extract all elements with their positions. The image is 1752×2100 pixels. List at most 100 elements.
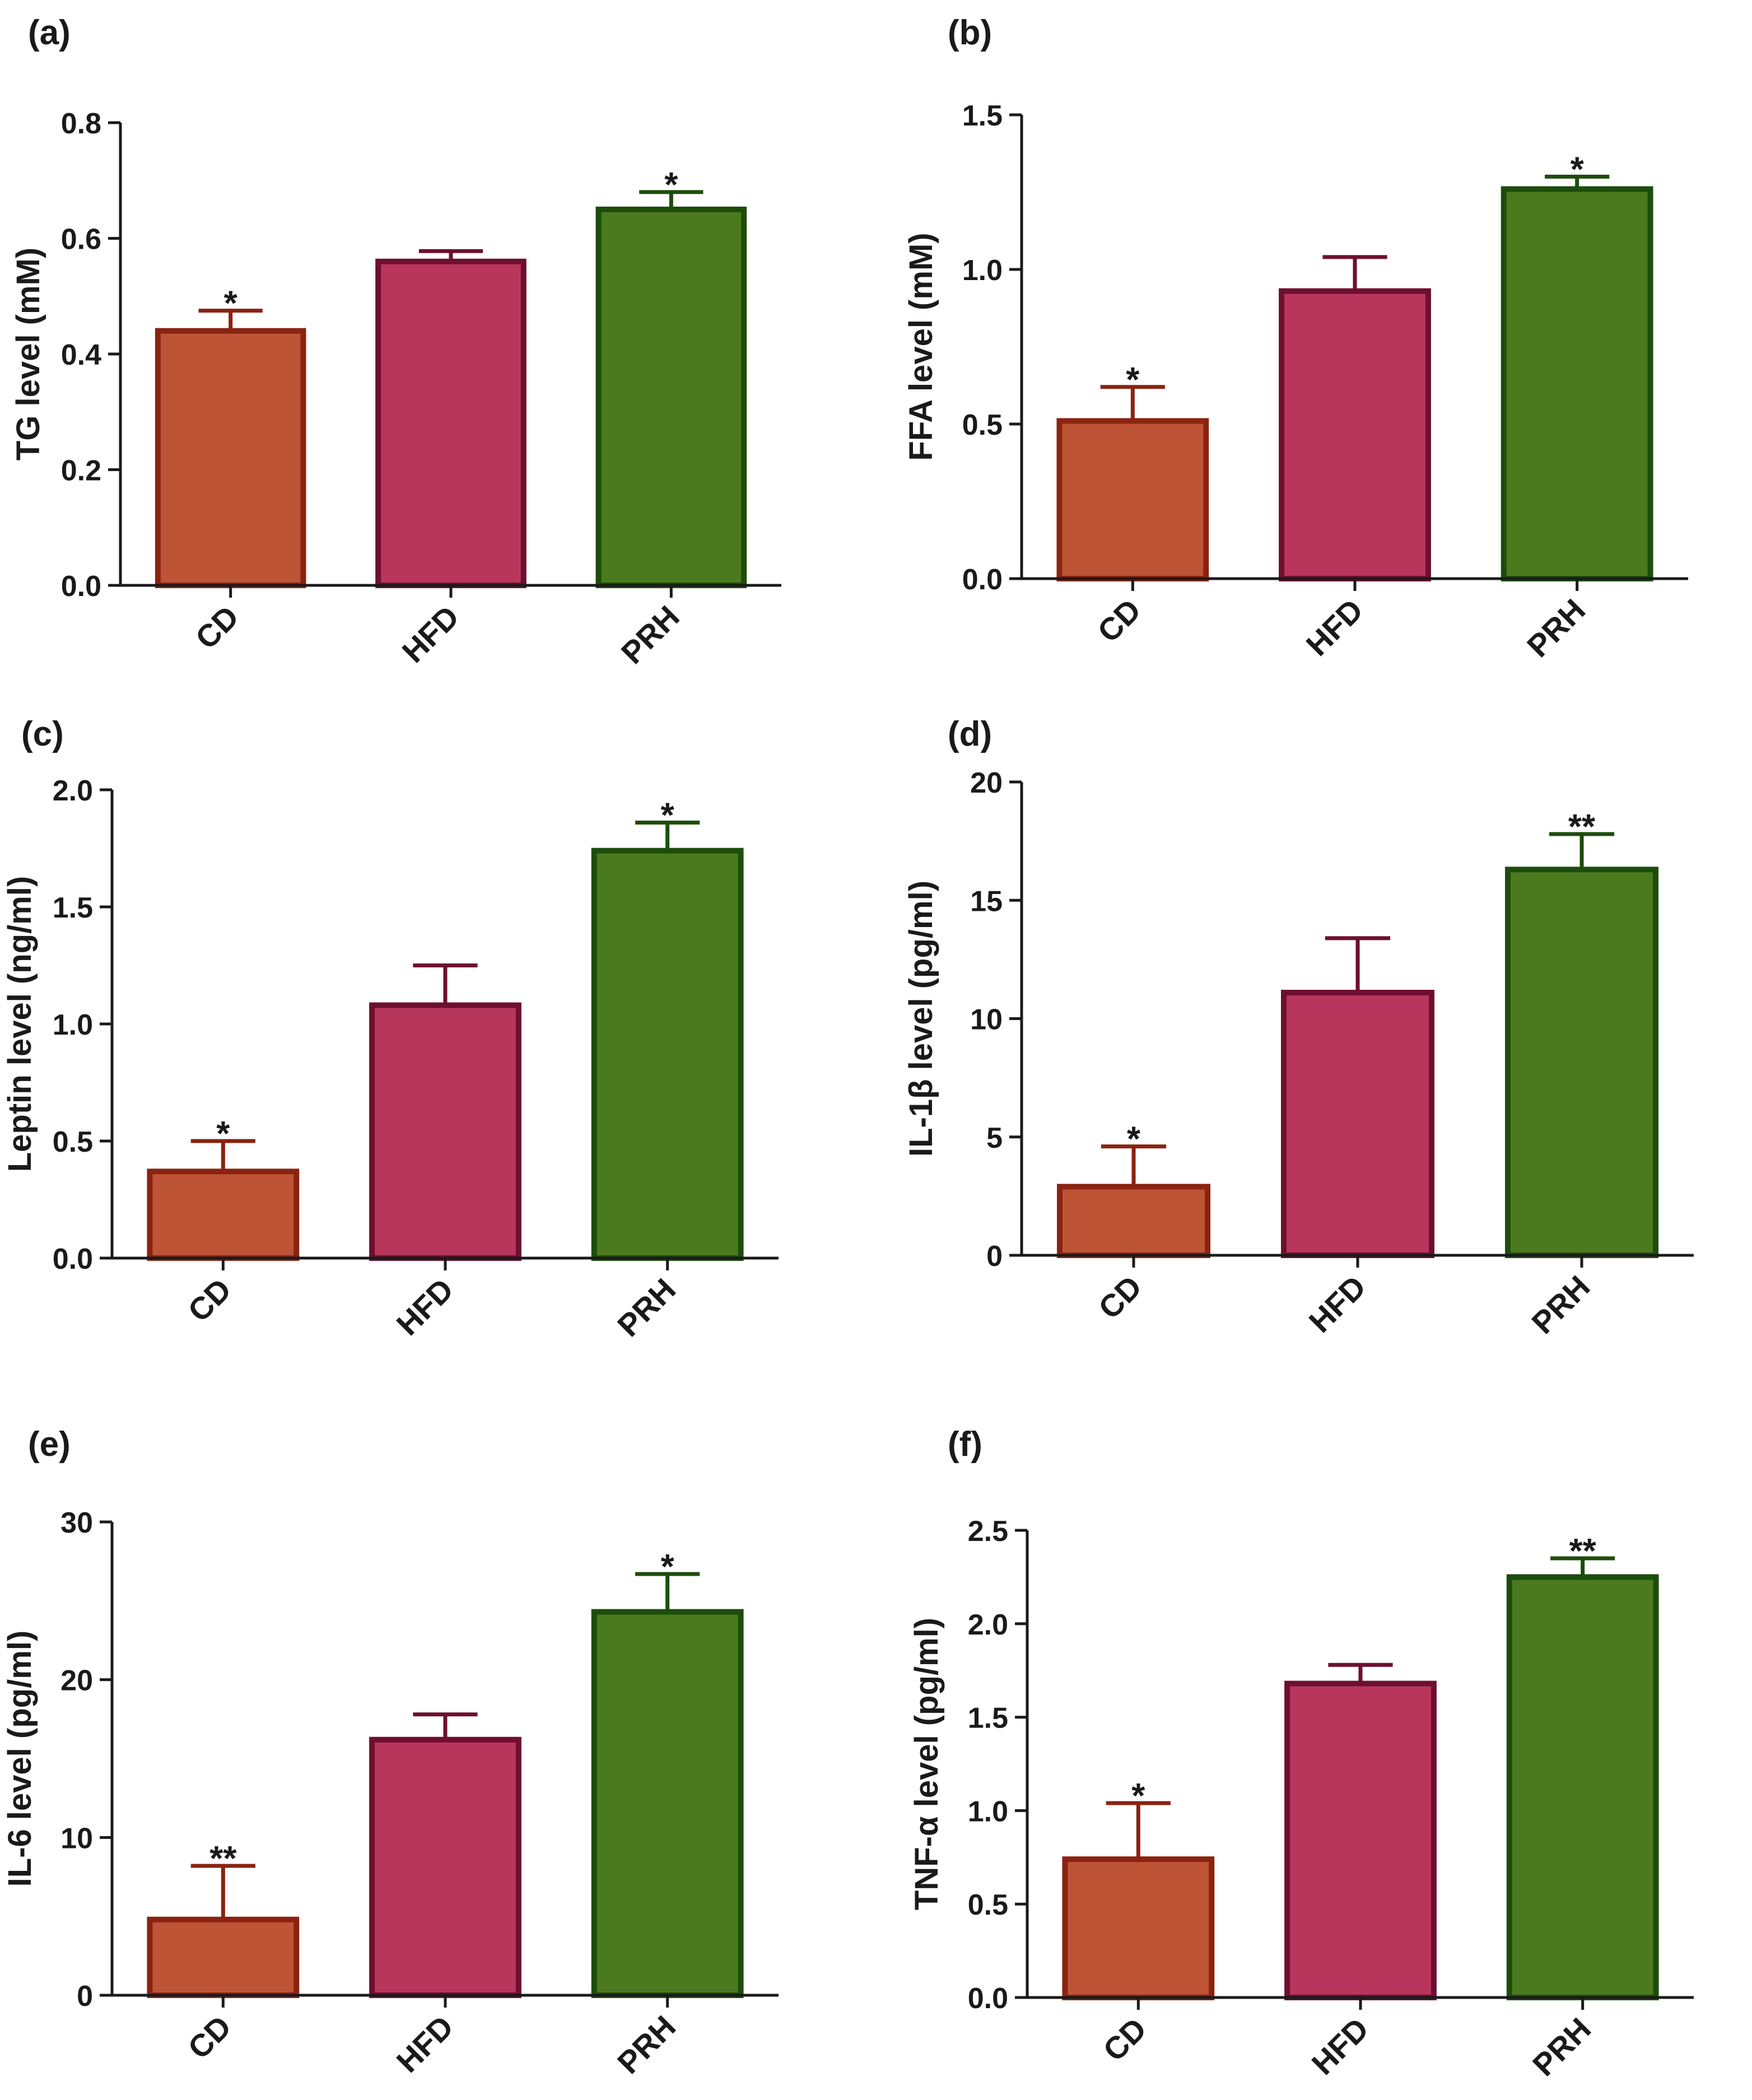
bar-prh — [591, 1609, 744, 1998]
significance-marker: ** — [209, 1840, 237, 1878]
x-tick-label: HFD — [395, 599, 466, 669]
bar-cd — [1057, 1184, 1210, 1258]
x-tick-label: PRH — [611, 1272, 682, 1343]
y-axis-label: TG level (mM) — [10, 248, 46, 460]
significance-marker: * — [664, 166, 678, 204]
bar-hfd — [375, 258, 526, 588]
x-tick-label: HFD — [1305, 2011, 1376, 2082]
y-tick-label: 15 — [970, 885, 1003, 918]
significance-marker: * — [1571, 150, 1585, 189]
chart-panel-e: (e) ** CD HFD * PRH 0 10 20 30 IL-6 level (pg/ml) — [0, 1400, 876, 2100]
panel-label: (a) — [28, 13, 71, 52]
x-tick-label: CD — [1096, 2011, 1153, 2068]
x-tick-label: HFD — [1302, 1269, 1373, 1339]
bar-chart-svg: * CD HFD * PRH 0.0 0.5 1.0 1.5 FFA level (mM) — [903, 100, 1688, 664]
y-tick-label: 0 — [986, 1240, 1003, 1273]
y-tick-label: 1.5 — [53, 892, 93, 924]
significance-marker: * — [661, 1548, 675, 1586]
y-axis-label: FFA level (mM) — [903, 232, 939, 460]
bar-chart-svg: * CD HFD * PRH 0.0 0.2 0.4 0.6 0.8 TG level (mM) — [10, 108, 781, 670]
x-tick-label: HFD — [390, 2009, 460, 2079]
y-tick-label: 10 — [970, 1004, 1003, 1036]
x-tick-label: PRH — [1525, 1269, 1596, 1340]
y-tick-label: 30 — [60, 1507, 93, 1539]
bar-cd — [155, 328, 306, 588]
y-tick-label: 0.5 — [53, 1126, 93, 1158]
bar-prh — [591, 848, 744, 1261]
y-tick-label: 10 — [60, 1822, 93, 1855]
bar-cd — [147, 1916, 300, 1998]
y-axis-label: IL-6 level (pg/ml) — [2, 1631, 38, 1887]
significance-marker: * — [216, 1115, 230, 1153]
x-tick-label: PRH — [1520, 592, 1592, 664]
panel-label: (e) — [28, 1425, 71, 1464]
y-axis-label: TNF-α level (pg/ml) — [908, 1618, 945, 1910]
chart-panel-b: (b) * CD HFD * PRH 0.0 0.5 1.0 1.5 FFA level (mM) — [876, 0, 1752, 700]
y-tick-label: 1.0 — [53, 1009, 93, 1041]
bar-hfd — [369, 1736, 521, 1998]
bar-chart-svg: * CD HFD * PRH 0.0 0.5 1.0 1.5 2.0 Leptin level (n… — [2, 775, 779, 1343]
y-tick-label: 0.8 — [61, 108, 101, 140]
y-tick-label: 20 — [970, 767, 1003, 799]
bar-chart-svg: * CD HFD ** PRH 0 5 10 15 20 IL-1β level (pg/ml) — [903, 767, 1694, 1340]
y-tick-label: 1.0 — [962, 254, 1003, 287]
chart-panel-f: (f) * CD HFD ** PRH 0.0 0.5 1.0 1.5 2.0 2.5 TNF-α l… — [876, 1400, 1752, 2100]
x-tick-label: PRH — [614, 599, 686, 670]
y-tick-label: 0.0 — [968, 1982, 1008, 2015]
significance-marker: * — [1126, 361, 1140, 399]
y-tick-label: 5 — [986, 1122, 1003, 1154]
bar-hfd — [369, 1002, 521, 1261]
bar-cd — [1056, 418, 1209, 581]
y-axis-label: Leptin level (ng/ml) — [2, 876, 38, 1172]
y-tick-label: 0.0 — [962, 564, 1003, 596]
panel-label: (f) — [948, 1425, 982, 1464]
y-tick-label: 2.0 — [53, 775, 93, 807]
panel-label: (c) — [21, 715, 64, 753]
chart-panel-a: (a) * CD HFD * PRH 0.0 0.2 0.4 0.6 0.8 TG level (m… — [0, 0, 876, 700]
x-tick-label: PRH — [1526, 2011, 1597, 2083]
chart-panel-d: (d) * CD HFD ** PRH 0 5 10 15 20 IL-1β level (pg/m… — [876, 700, 1752, 1400]
y-tick-label: 2.0 — [968, 1609, 1008, 1641]
y-tick-label: 0 — [77, 1980, 93, 2013]
x-tick-label: CD — [1092, 1269, 1149, 1326]
y-tick-label: 1.5 — [968, 1702, 1008, 1735]
bar-hfd — [1281, 990, 1434, 1259]
y-axis-label: IL-1β level (pg/ml) — [903, 881, 939, 1157]
significance-marker: * — [1131, 1777, 1145, 1815]
y-tick-label: 1.5 — [962, 100, 1003, 132]
x-tick-label: PRH — [611, 2009, 682, 2080]
panel-label: (b) — [948, 13, 993, 52]
y-tick-label: 0.5 — [968, 1889, 1008, 1921]
bar-chart-svg: * CD HFD ** PRH 0.0 0.5 1.0 1.5 2.0 2.5 TNF-α level… — [908, 1515, 1694, 2083]
x-tick-label: CD — [181, 1272, 238, 1329]
significance-marker: * — [661, 797, 675, 835]
x-tick-label: HFD — [1299, 592, 1370, 663]
bar-hfd — [1279, 288, 1431, 581]
y-tick-label: 0.0 — [61, 570, 101, 603]
bar-cd — [147, 1168, 300, 1261]
bar-cd — [1062, 1856, 1215, 2000]
x-tick-label: CD — [1091, 592, 1148, 649]
y-tick-label: 0.4 — [61, 339, 101, 371]
significance-marker: * — [224, 285, 238, 323]
y-tick-label: 0.6 — [61, 223, 101, 256]
x-tick-label: CD — [181, 2009, 238, 2066]
bar-chart-svg: ** CD HFD * PRH 0 10 20 30 IL-6 level (pg/ml) — [2, 1507, 779, 2080]
bar-prh — [595, 206, 747, 588]
x-tick-label: HFD — [390, 1272, 460, 1342]
chart-panel-c: (c) * CD HFD * PRH 0.0 0.5 1.0 1.5 2.0 Leptin leve… — [0, 700, 876, 1400]
panel-label: (d) — [948, 715, 993, 753]
y-tick-label: 0.5 — [962, 409, 1003, 441]
bar-prh — [1506, 1574, 1659, 2000]
bar-prh — [1501, 186, 1653, 582]
y-tick-label: 2.5 — [968, 1515, 1008, 1548]
y-tick-label: 20 — [60, 1665, 93, 1697]
significance-marker: ** — [1569, 1532, 1597, 1571]
significance-marker: * — [1127, 1120, 1141, 1159]
y-tick-label: 0.2 — [61, 455, 101, 487]
significance-marker: ** — [1568, 808, 1596, 846]
bar-prh — [1505, 867, 1658, 1258]
x-tick-label: CD — [188, 599, 245, 656]
y-tick-label: 0.0 — [53, 1243, 93, 1275]
bar-hfd — [1284, 1680, 1437, 2000]
